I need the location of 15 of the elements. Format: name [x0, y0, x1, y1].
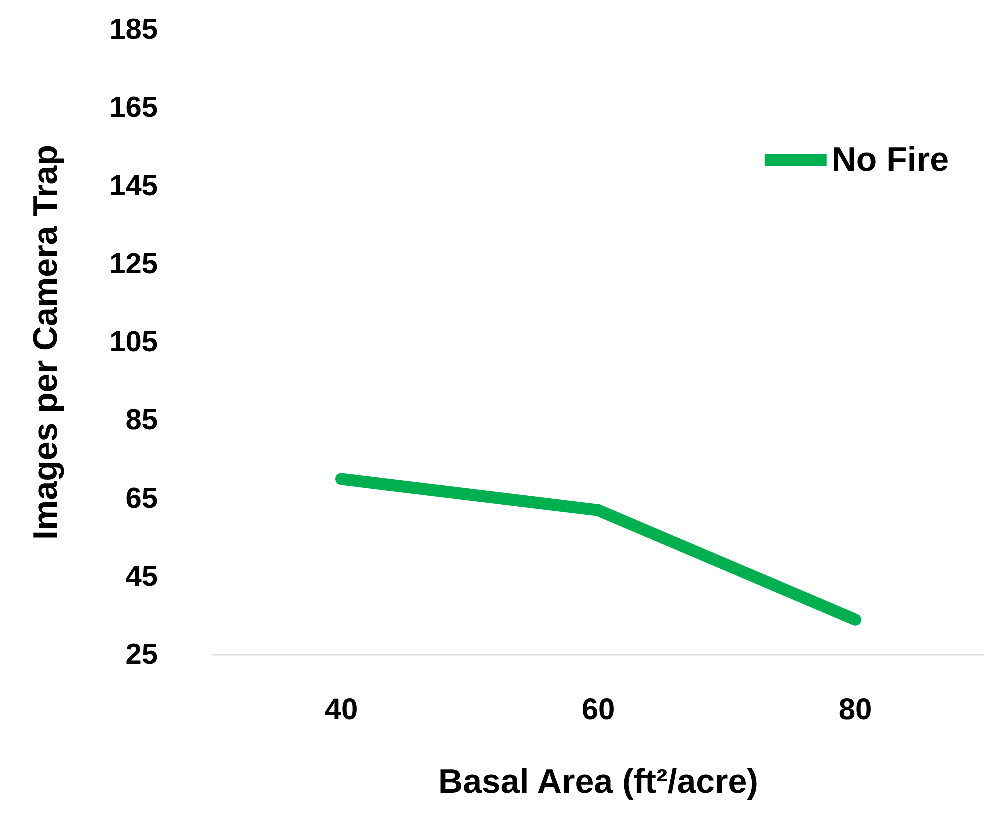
- legend-label: No Fire: [832, 141, 949, 179]
- y-tick-label: 105: [110, 326, 158, 358]
- y-axis-title: Images per Camera Trap: [27, 145, 65, 540]
- y-tick-label: 145: [110, 170, 158, 202]
- y-tick-label: 85: [126, 404, 158, 437]
- x-axis-title: Basal Area (ft²/acre): [438, 763, 758, 801]
- y-tick-label: 165: [110, 92, 158, 124]
- y-tick-label: 125: [110, 248, 158, 280]
- y-tick-label: 65: [126, 482, 158, 515]
- x-tick-label: 40: [324, 694, 358, 726]
- y-tick-label: 185: [110, 14, 158, 46]
- y-tick-label: 45: [126, 560, 158, 593]
- x-tick-label: 80: [838, 694, 872, 726]
- y-tick-label: 25: [126, 639, 158, 671]
- x-tick-label: 60: [582, 694, 616, 726]
